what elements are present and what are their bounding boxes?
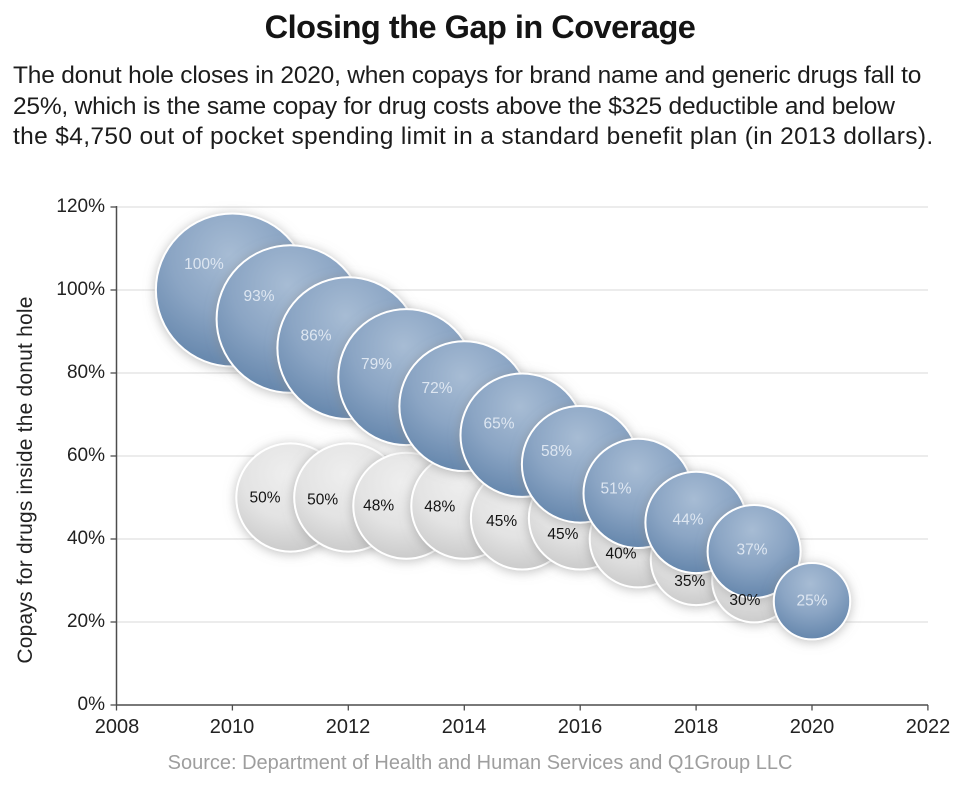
svg-text:44%: 44%: [672, 512, 703, 529]
svg-text:86%: 86%: [300, 328, 331, 345]
svg-text:37%: 37%: [736, 542, 767, 559]
svg-text:65%: 65%: [483, 416, 514, 433]
svg-text:40%: 40%: [605, 546, 636, 563]
svg-text:93%: 93%: [243, 288, 274, 305]
svg-text:48%: 48%: [363, 498, 394, 515]
svg-text:25%: 25%: [796, 593, 827, 610]
svg-text:48%: 48%: [424, 499, 455, 516]
svg-text:45%: 45%: [547, 526, 578, 543]
svg-text:100%: 100%: [184, 256, 224, 273]
svg-text:58%: 58%: [541, 443, 572, 460]
svg-text:35%: 35%: [674, 573, 705, 590]
svg-text:79%: 79%: [361, 356, 392, 373]
svg-text:51%: 51%: [600, 481, 631, 498]
svg-text:45%: 45%: [486, 513, 517, 530]
svg-text:30%: 30%: [729, 592, 760, 609]
svg-text:50%: 50%: [307, 492, 338, 509]
svg-text:50%: 50%: [249, 490, 280, 507]
svg-text:72%: 72%: [421, 380, 452, 397]
